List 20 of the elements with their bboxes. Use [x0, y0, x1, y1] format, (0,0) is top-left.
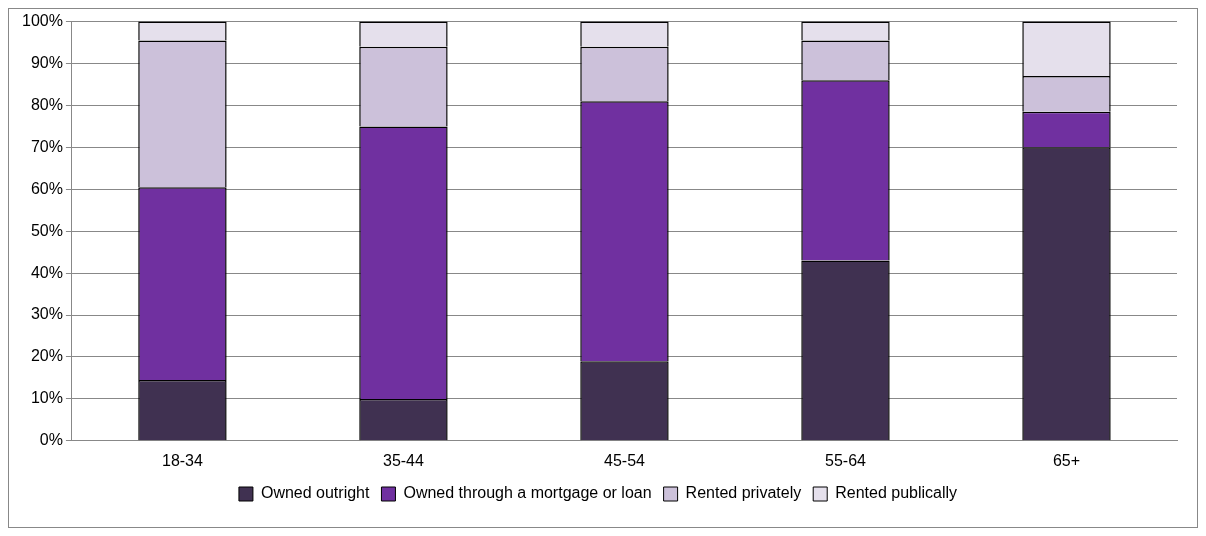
y-tick-label: 50%: [30, 221, 63, 239]
y-tick-label: 40%: [30, 263, 63, 281]
y-tick-label: 100%: [22, 12, 63, 30]
x-tick-label: 18-34: [161, 451, 203, 469]
y-tick-label: 60%: [30, 179, 63, 197]
legend-label: Rented publically: [835, 484, 958, 502]
y-tick-label: 20%: [30, 347, 63, 365]
y-tick-label: 80%: [30, 95, 63, 113]
y-tick-label: 30%: [30, 305, 63, 323]
y-tick-label: 70%: [30, 137, 63, 155]
y-tick-label: 0%: [39, 431, 63, 449]
y-tick-label: 10%: [30, 389, 63, 407]
legend-label: Rented privately: [685, 484, 802, 502]
legend-label: Owned through a mortgage or loan: [403, 484, 652, 502]
legend-label: Owned outright: [260, 484, 370, 502]
x-tick-label: 65+: [1052, 451, 1081, 469]
x-tick-label: 55-64: [825, 451, 867, 469]
x-tick-label: 45-54: [604, 451, 646, 469]
y-tick-label: 90%: [30, 53, 63, 71]
x-tick-label: 35-44: [382, 451, 425, 469]
